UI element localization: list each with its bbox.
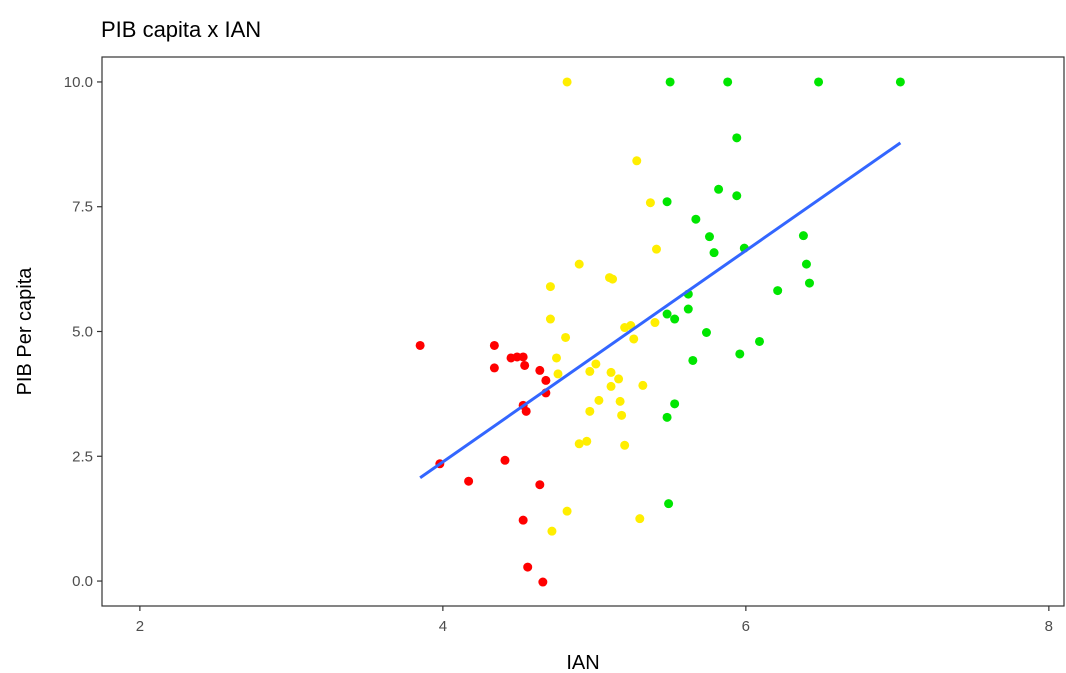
data-point [617,410,627,420]
data-point [798,231,808,241]
data-point [535,480,545,490]
data-point [688,355,698,365]
data-point [683,304,693,314]
data-point [635,514,645,524]
x-tick-label: 4 [439,618,447,635]
data-point [591,359,601,369]
x-tick-label: 8 [1045,618,1053,635]
data-points [415,77,905,587]
data-point [500,455,510,465]
x-tick-label: 2 [136,618,144,635]
data-point [582,436,592,446]
data-point [489,340,499,350]
data-point [521,406,531,416]
axes: 2 4 6 8 0.0 2.5 5.0 7.5 10.0 [64,74,1053,635]
data-point [632,156,642,166]
data-point [520,360,530,370]
data-point [638,380,648,390]
data-point [553,369,563,379]
data-point [620,440,630,450]
data-point [735,349,745,359]
data-point [562,506,572,516]
data-point [804,278,814,288]
data-point [585,366,595,376]
data-point [650,318,660,328]
data-point [518,515,528,525]
y-tick-label: 0.0 [72,573,93,590]
data-point [551,353,561,363]
trendline-group [419,141,902,479]
data-point [561,332,571,342]
data-point [701,327,711,337]
data-point [773,286,783,296]
data-point [670,399,680,409]
data-point [895,77,905,87]
data-point [562,77,572,87]
y-tick-label: 10.0 [64,74,93,91]
data-point [615,396,625,406]
data-point [574,259,584,269]
data-point [545,314,555,324]
data-point [608,274,618,284]
x-tick-label: 6 [742,618,750,635]
data-point [645,198,655,208]
x-axis-label: IAN [566,652,599,673]
data-point [523,562,533,572]
data-point [585,406,595,416]
trend-line [419,141,902,479]
data-point [732,191,742,201]
data-point [518,352,528,362]
data-point [541,375,551,385]
data-point [574,439,584,449]
data-point [415,340,425,350]
data-point [606,381,616,391]
data-point [606,367,616,377]
chart-title: PIB capita x IAN [101,17,261,42]
data-point [662,197,672,207]
data-point [538,577,548,587]
data-point [464,476,474,486]
data-point [754,336,764,346]
y-tick-label: 5.0 [72,324,93,341]
data-point [723,77,733,87]
y-tick-label: 2.5 [72,448,93,465]
data-point [662,309,672,319]
data-point [535,365,545,375]
data-point [651,244,661,254]
data-point [670,314,680,324]
data-point [489,363,499,373]
data-point [545,282,555,292]
data-point [801,259,811,269]
data-point [547,526,557,536]
data-point [614,374,624,384]
data-point [714,184,724,194]
data-point [629,334,639,344]
data-point [732,133,742,143]
data-point [662,412,672,422]
data-point [814,77,824,87]
plot-panel [101,56,1065,607]
y-tick-label: 7.5 [72,199,93,216]
y-axis-label: PIB Per capita [14,267,36,396]
data-point [709,248,719,258]
data-point [691,214,701,224]
data-point [594,395,604,405]
data-point [704,232,714,242]
data-point [664,499,674,509]
data-point [665,77,675,87]
